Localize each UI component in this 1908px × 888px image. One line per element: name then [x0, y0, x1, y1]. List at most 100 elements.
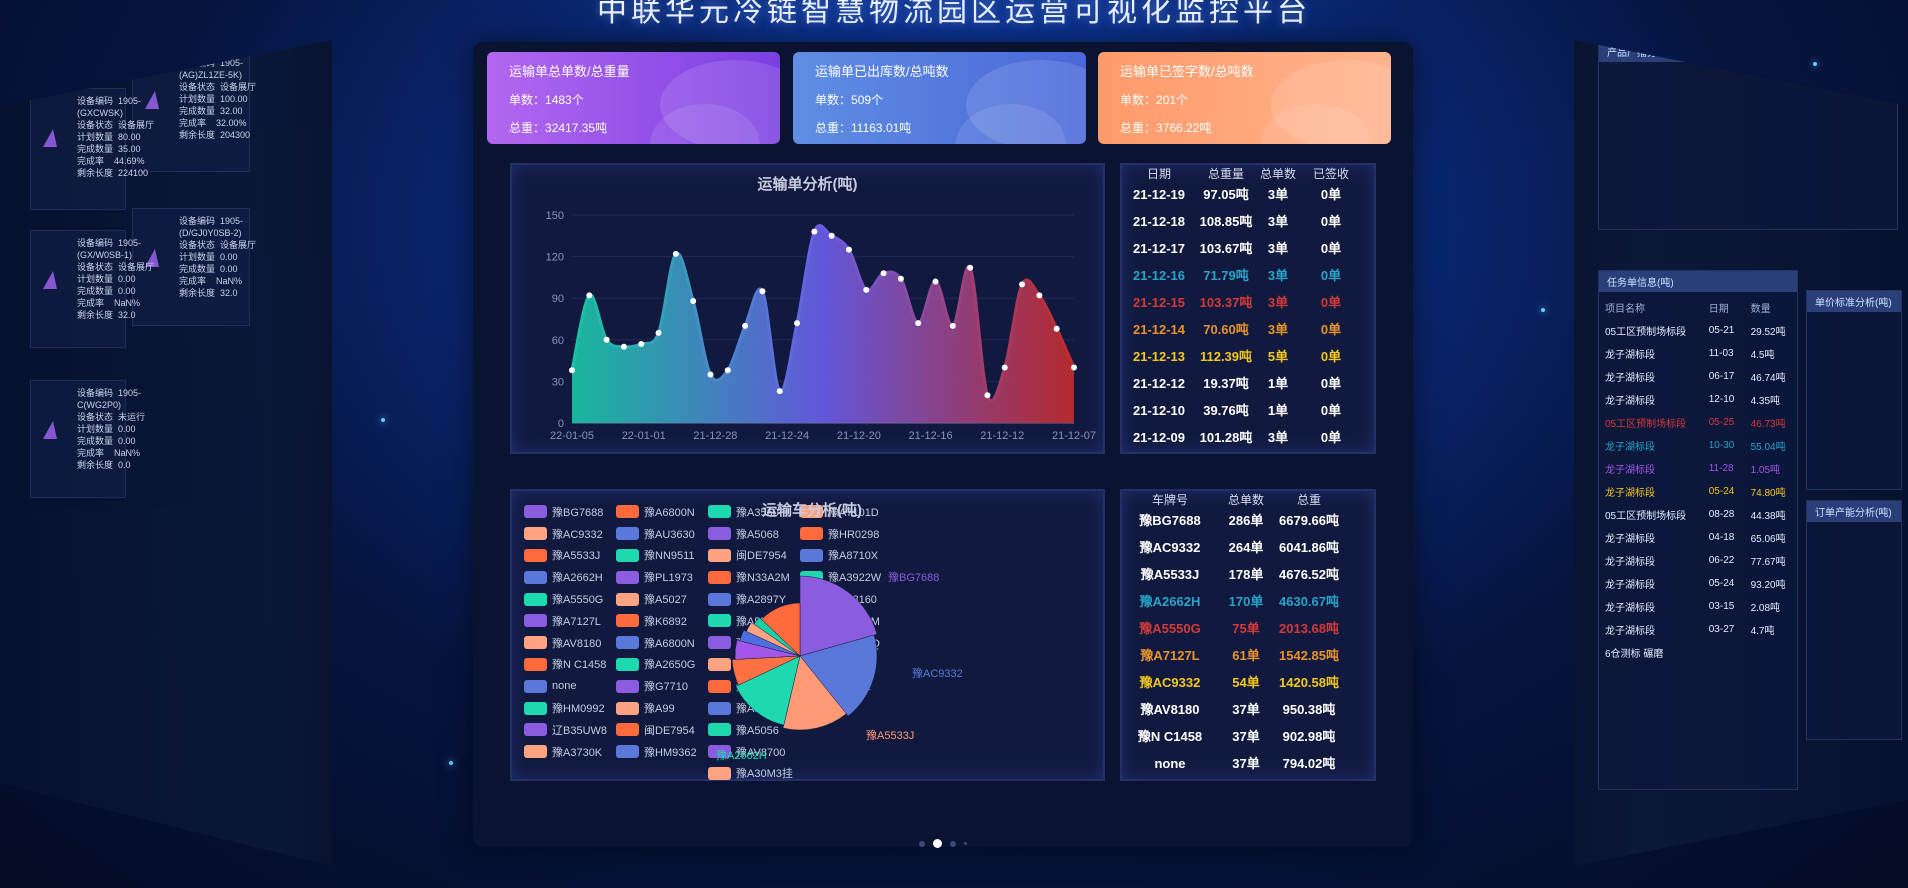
- right-top-panel: 产品广播分析(吨): [1598, 40, 1898, 230]
- plate-cell: 豫BG7688: [1139, 513, 1201, 528]
- plate-cell: 豫AV8180: [1140, 702, 1200, 717]
- name-cell: 龙子湖标段: [1605, 488, 1655, 499]
- legend-item: 豫AV8700: [708, 741, 800, 763]
- table-header: 日期 总重量 总单数 已签收: [1122, 167, 1374, 181]
- qty-cell: 93.20吨: [1750, 580, 1786, 591]
- table-row: 豫A7127L 61单 1542.85吨: [1122, 642, 1374, 669]
- pager-dot[interactable]: [933, 839, 942, 848]
- device-icon: [43, 271, 57, 289]
- legend-swatch: [616, 527, 639, 541]
- legend-label: 豫N C1458: [552, 659, 607, 672]
- name-cell: 龙子湖标段: [1605, 580, 1655, 591]
- legend-label: 豫A5533J: [552, 550, 601, 563]
- signed-cell: 0单: [1320, 430, 1342, 445]
- plate-cell: 豫N C1458: [1137, 729, 1203, 744]
- qty-cell: 2.08吨: [1750, 603, 1781, 614]
- weight-cell: 4676.52吨: [1279, 567, 1339, 582]
- date-cell: [1703, 641, 1745, 664]
- count-cell: 3单: [1267, 214, 1289, 229]
- legend-item: 豫K6892: [616, 610, 708, 632]
- legend-item: 豫A2650G: [616, 654, 708, 676]
- pager-dot[interactable]: [919, 840, 925, 847]
- table-row: 豫A2662H 170单 4630.67吨: [1122, 588, 1374, 615]
- legend-swatch: [524, 505, 547, 519]
- data-point: [863, 286, 870, 293]
- pie-slice: [735, 655, 801, 726]
- legend-column: 豫A6800N 豫AU3630 豫NN9511 豫PL1973 豫A5027 豫K6892…: [616, 501, 708, 763]
- x-tick-label: 21-12-07: [1052, 430, 1096, 442]
- device-info: 设备编码 1905- (GX/W0SB-1) 设备状态 设备展厅 计划数量 0.…: [77, 238, 154, 320]
- table-row: 龙子湖标段 06-22 77.67吨: [1599, 549, 1797, 572]
- weight-cell: 1420.58吨: [1279, 675, 1339, 690]
- plate-cell: 豫A2662H: [1139, 594, 1201, 609]
- name-cell: 05工区预制场标段: [1605, 511, 1687, 522]
- stat-card-total: 运输单总单数/总重量 单数：1483个 总重：32417.35吨: [487, 52, 780, 144]
- legend-swatch: [616, 723, 639, 737]
- table-row: 豫AV8180 37单 950.38吨: [1122, 696, 1374, 723]
- weight-cell: 108.85吨: [1199, 214, 1253, 229]
- legend-label: none: [552, 680, 577, 693]
- legend-item: 豫AV8180: [524, 632, 616, 654]
- header-cell: 总重: [1296, 493, 1321, 507]
- card-count-label: 单数：: [509, 93, 546, 107]
- name-cell: 龙子湖标段: [1605, 626, 1655, 637]
- data-point: [1053, 325, 1060, 332]
- legend-swatch: [708, 766, 731, 780]
- legend-swatch: [708, 701, 731, 715]
- legend-item: 豫NN9511: [616, 545, 708, 567]
- signed-cell: 0单: [1320, 403, 1342, 418]
- table-row: 豫N C1458 37单 902.98吨: [1122, 723, 1374, 750]
- device-info: 设备编码 1905- C(WG2P0) 设备状态 未运行 计划数量 0.00 完…: [77, 388, 146, 470]
- weight-cell: 39.76吨: [1203, 403, 1249, 418]
- pie-slice: [746, 622, 801, 657]
- count-cell: 1单: [1267, 376, 1289, 391]
- table-row: 豫AC9332 264单 6041.86吨: [1122, 534, 1374, 561]
- pager-dot[interactable]: [950, 840, 956, 847]
- legend-swatch: [708, 723, 731, 737]
- count-cell: 37单: [1232, 729, 1260, 744]
- stat-card-signed: 运输单已签字数/总吨数 单数：201个 总重：3766.22吨: [1098, 52, 1391, 144]
- pie-slice: [799, 575, 878, 657]
- legend-item: 豫A2662H: [524, 566, 616, 588]
- signed-cell: 0单: [1320, 376, 1342, 391]
- legend-swatch: [800, 527, 823, 541]
- card-count-line: 单数：201个: [1120, 91, 1369, 108]
- legend-item: 豫A8710X: [800, 545, 892, 567]
- date-cell: 06-17: [1708, 371, 1735, 382]
- weight-cell: 112.39吨: [1199, 349, 1253, 364]
- legend-item: 豫A6800N: [616, 501, 708, 523]
- pager-dot[interactable]: [964, 842, 967, 845]
- task-panel: 任务单信息(吨) 项目名称 日期 数量 05工区预制场标段 05-21 29.52吨 龙子…: [1598, 270, 1798, 790]
- count-cell: 75单: [1232, 621, 1260, 636]
- weight-cell: 19.37吨: [1203, 376, 1249, 391]
- legend-swatch: [524, 548, 547, 562]
- name-cell: 龙子湖标段: [1605, 396, 1655, 407]
- signed-cell: 0单: [1320, 187, 1342, 202]
- legend-label: 豫G7710: [644, 681, 689, 694]
- qty-cell: 65.06吨: [1750, 534, 1786, 545]
- legend-item: 闽DE7954: [616, 719, 708, 741]
- qty-cell: 46.74吨: [1750, 373, 1786, 384]
- count-cell: 61单: [1232, 648, 1260, 663]
- legend-label: 豫A5027: [644, 594, 687, 607]
- device-tile: 设备编码 1905- (AG)ZL1ZE-5K) 设备状态 设备展厅 计划数量 …: [132, 50, 256, 172]
- chart-title: 运输单分析(吨): [757, 176, 858, 193]
- date-cell: 03-27: [1708, 624, 1735, 635]
- date-cell: 21-12-09: [1132, 430, 1186, 445]
- legend-label: 豫A6800N: [644, 637, 695, 650]
- data-point: [880, 270, 887, 277]
- data-point: [776, 388, 783, 395]
- side-panel-2-title: 订单产能分析(吨): [1807, 501, 1901, 522]
- legend-swatch: [708, 745, 731, 759]
- signed-cell: 0单: [1320, 349, 1342, 364]
- legend-swatch: [708, 570, 731, 584]
- side-panel-2: 订单产能分析(吨): [1806, 500, 1902, 740]
- table-row: 21-12-12 19.37吨 1单 0单: [1122, 370, 1374, 397]
- pie-title: 运输车分析(吨): [762, 502, 862, 519]
- legend-label: 豫A3922W: [828, 572, 882, 585]
- card-count-line: 单数：509个: [815, 91, 1064, 108]
- header-cell: 日期: [1146, 167, 1171, 181]
- device-icon: [43, 421, 57, 439]
- weight-cell: 902.98吨: [1282, 729, 1336, 744]
- data-point: [794, 320, 801, 327]
